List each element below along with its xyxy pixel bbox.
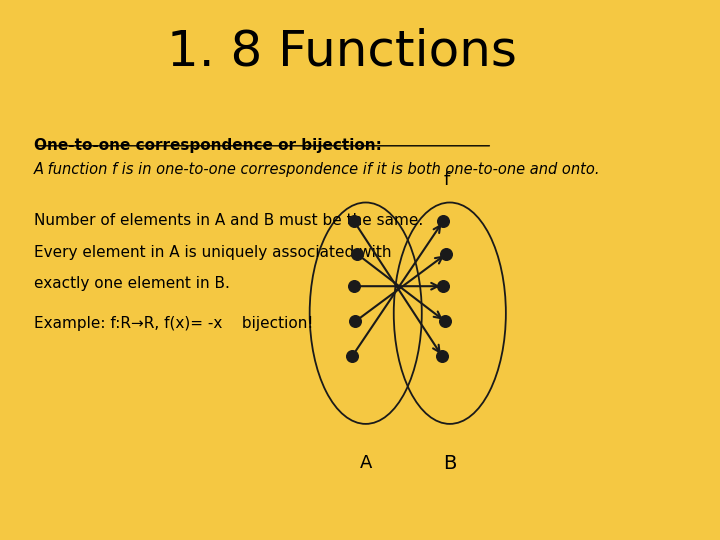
Text: B: B — [443, 454, 456, 472]
Text: Every element in A is uniquely associated with: Every element in A is uniquely associate… — [34, 245, 392, 260]
Point — [348, 282, 360, 291]
Text: A function f is in one-to-one correspondence if it is both one-to-one and onto.: A function f is in one-to-one correspond… — [34, 162, 600, 177]
Point — [441, 249, 452, 258]
Text: Example: f:R→R, f(x)= -x    bijection!: Example: f:R→R, f(x)= -x bijection! — [34, 316, 313, 331]
Text: 1. 8 Functions: 1. 8 Functions — [167, 27, 517, 75]
Point — [437, 217, 449, 226]
Point — [348, 217, 360, 226]
Text: f: f — [444, 171, 449, 189]
Point — [436, 352, 448, 361]
Point — [346, 352, 358, 361]
Point — [350, 317, 361, 326]
Point — [351, 249, 363, 258]
Point — [439, 317, 451, 326]
Text: Number of elements in A and B must be the same.: Number of elements in A and B must be th… — [34, 213, 423, 228]
Text: exactly one element in B.: exactly one element in B. — [34, 276, 230, 291]
Text: A: A — [359, 454, 372, 471]
Point — [437, 282, 449, 291]
Text: One-to-one correspondence or bijection:: One-to-one correspondence or bijection: — [34, 138, 382, 153]
